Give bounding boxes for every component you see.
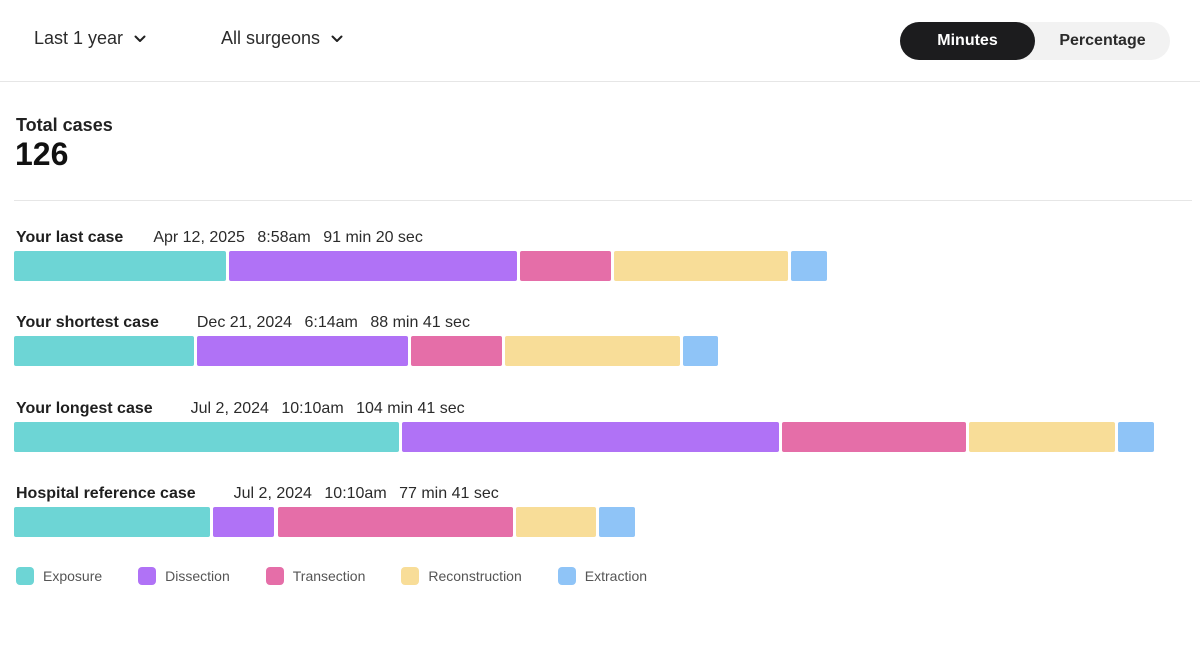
case-meta: Jul 2, 2024 10:10am 77 min 41 sec — [234, 485, 499, 503]
case-duration: 91 min 20 sec — [323, 229, 423, 246]
case-date: Dec 21, 2024 — [196, 314, 293, 331]
case-row-hospital-reference: Hospital reference case Jul 2, 2024 10:1… — [0, 485, 1200, 545]
stacked-bar — [14, 507, 1174, 537]
case-meta: Apr 12, 2025 8:58am 91 min 20 sec — [153, 229, 423, 247]
chevron-down-icon — [134, 35, 146, 42]
legend-label: Extraction — [584, 568, 648, 584]
case-title: Your last case — [16, 229, 124, 246]
case-title: Your longest case — [16, 400, 153, 417]
bar-segment-extraction — [682, 336, 719, 366]
case-duration: 77 min 41 sec — [399, 485, 499, 502]
legend-swatch — [138, 567, 157, 585]
legend-swatch — [401, 567, 420, 585]
case-header: Your shortest case Dec 21, 2024 6:14am 8… — [16, 314, 470, 332]
legend-label: Transection — [292, 568, 366, 584]
case-header: Your longest case Jul 2, 2024 10:10am 10… — [16, 400, 465, 418]
bar-segment-exposure — [14, 251, 226, 281]
case-time: 6:14am — [304, 314, 358, 331]
section-divider — [14, 200, 1192, 201]
bar-segment-dissection — [196, 336, 409, 366]
total-cases-value: 126 — [15, 136, 69, 172]
case-meta: Dec 21, 2024 6:14am 88 min 41 sec — [197, 314, 470, 332]
stacked-bar — [14, 422, 1174, 452]
bar-segment-extraction — [1118, 422, 1154, 452]
case-row-longest: Your longest case Jul 2, 2024 10:10am 10… — [0, 400, 1200, 460]
legend-item-transection: Transection — [265, 567, 366, 585]
minutes-toggle-button[interactable]: Minutes — [900, 22, 1035, 60]
case-time: 10:10am — [324, 485, 387, 502]
bar-segment-transection — [782, 422, 966, 452]
surgeon-label: All surgeons — [221, 28, 321, 48]
chevron-down-icon — [331, 35, 343, 42]
bar-segment-exposure — [14, 507, 210, 537]
legend-label: Exposure — [43, 568, 103, 584]
bar-segment-reconstruction — [505, 336, 680, 366]
legend-label: Reconstruction — [428, 568, 522, 584]
stacked-bar — [14, 336, 1174, 366]
bar-segment-extraction — [791, 251, 827, 281]
case-title: Hospital reference case — [16, 485, 196, 502]
bar-segment-exposure — [14, 336, 194, 366]
case-row-last: Your last case Apr 12, 2025 8:58am 91 mi… — [0, 229, 1200, 289]
legend-item-exposure: Exposure — [16, 567, 102, 585]
case-time: 8:58am — [257, 229, 311, 246]
bar-segment-exposure — [14, 422, 399, 452]
case-meta: Jul 2, 2024 10:10am 104 min 41 sec — [191, 400, 465, 418]
case-date: Jul 2, 2024 — [190, 400, 269, 417]
surgeon-dropdown[interactable]: All surgeons — [221, 28, 344, 49]
bar-segment-reconstruction — [515, 507, 597, 537]
filter-bar: Last 1 year All surgeons Minutes Percent… — [0, 0, 1200, 82]
legend-swatch — [16, 567, 34, 585]
percentage-toggle-button[interactable]: Percentage — [1059, 32, 1146, 49]
bar-segment-transection — [277, 507, 513, 537]
case-time: 10:10am — [281, 400, 344, 417]
bar-segment-transection — [519, 251, 611, 281]
legend-item-extraction: Extraction — [557, 567, 648, 585]
case-title: Your shortest case — [16, 314, 159, 331]
bar-segment-extraction — [599, 507, 635, 537]
bar-segment-reconstruction — [968, 422, 1116, 452]
legend-swatch — [265, 567, 284, 585]
case-header: Your last case Apr 12, 2025 8:58am 91 mi… — [16, 229, 423, 247]
stacked-bar — [14, 251, 1174, 281]
bar-segment-dissection — [402, 422, 779, 452]
bar-segment-dissection — [212, 507, 275, 537]
case-date: Jul 2, 2024 — [233, 485, 312, 502]
chart-legend: Exposure Dissection Transection Reconstr… — [16, 567, 683, 585]
legend-item-reconstruction: Reconstruction — [401, 567, 522, 585]
date-range-label: Last 1 year — [34, 28, 124, 48]
case-duration: 104 min 41 sec — [356, 400, 465, 417]
bar-segment-transection — [411, 336, 503, 366]
case-header: Hospital reference case Jul 2, 2024 10:1… — [16, 485, 499, 503]
legend-item-dissection: Dissection — [138, 567, 230, 585]
case-row-shortest: Your shortest case Dec 21, 2024 6:14am 8… — [0, 314, 1200, 374]
case-date: Apr 12, 2025 — [153, 229, 245, 246]
bar-segment-reconstruction — [613, 251, 789, 281]
date-range-dropdown[interactable]: Last 1 year — [34, 28, 147, 49]
unit-toggle: Minutes Percentage — [900, 22, 1170, 60]
legend-label: Dissection — [165, 568, 230, 584]
legend-swatch — [557, 567, 576, 585]
case-duration: 88 min 41 sec — [370, 314, 470, 331]
total-cases-label: Total cases — [16, 115, 113, 135]
bar-segment-dissection — [228, 251, 517, 281]
